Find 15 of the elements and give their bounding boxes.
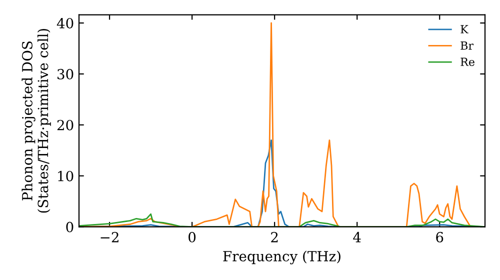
y-tick-label: 40 bbox=[56, 18, 74, 28]
x-tick-label: 0 bbox=[188, 232, 196, 242]
y-tick-label: 0 bbox=[66, 222, 74, 232]
legend-label: Re bbox=[460, 58, 474, 66]
x-axis-title: Frequency (THz) bbox=[223, 250, 340, 264]
y-axis-title: Phonon projected DOS (States/THz·primitive cell) bbox=[22, 28, 51, 213]
legend-label: K bbox=[460, 25, 469, 34]
y-tick-label: 30 bbox=[58, 68, 74, 80]
y-tick-label: 20 bbox=[57, 120, 74, 130]
x-tick-label: 4 bbox=[353, 232, 361, 242]
x-tick-label: 6 bbox=[436, 232, 444, 242]
y-tick-label: 10 bbox=[58, 170, 74, 182]
legend-label: Br bbox=[460, 41, 474, 50]
x-tick-label: −2 bbox=[100, 232, 118, 242]
x-tick-label: 2 bbox=[271, 232, 278, 242]
